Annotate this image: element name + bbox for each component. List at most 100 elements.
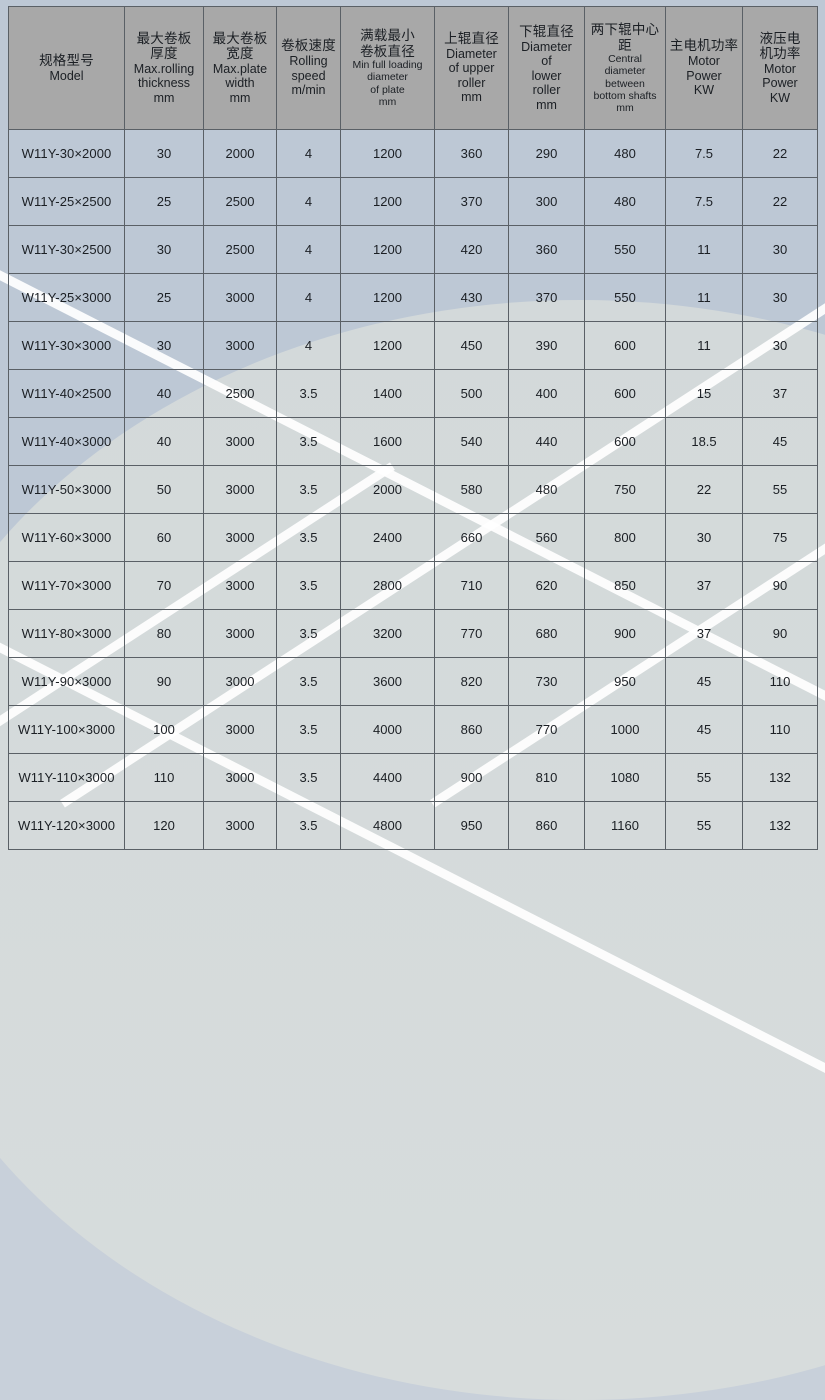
cell-min_diameter: 1200 bbox=[340, 225, 435, 274]
header-en-upper-roller-1: Diameter bbox=[446, 46, 497, 61]
header-en-central-distance-4: bottom shafts bbox=[593, 89, 657, 102]
table-header-row: 规格型号 Model 最大卷板 厚度 Max.rolling thickness… bbox=[8, 6, 818, 130]
cell-motor_power: 11 bbox=[665, 273, 743, 322]
header-unit-max-thickness: mm bbox=[153, 90, 175, 105]
cell-model: W11Y-60×3000 bbox=[8, 513, 125, 562]
cell-max_width: 3000 bbox=[203, 705, 277, 754]
header-en-model: Model bbox=[49, 68, 84, 83]
cell-model: W11Y-30×2500 bbox=[8, 225, 125, 274]
cell-upper_roller: 500 bbox=[434, 369, 509, 418]
cell-model: W11Y-90×3000 bbox=[8, 657, 125, 706]
cell-model: W11Y-110×3000 bbox=[8, 753, 125, 802]
cell-model: W11Y-30×2000 bbox=[8, 129, 125, 178]
header-unit-max-width: mm bbox=[229, 90, 251, 105]
cell-motor_power: 7.5 bbox=[665, 177, 743, 226]
cell-min_diameter: 3600 bbox=[340, 657, 435, 706]
cell-min_diameter: 1200 bbox=[340, 273, 435, 322]
cell-model: W11Y-30×3000 bbox=[8, 321, 125, 370]
cell-upper_roller: 660 bbox=[434, 513, 509, 562]
cell-rolling_speed: 3.5 bbox=[276, 417, 341, 466]
cell-motor_power: 18.5 bbox=[665, 417, 743, 466]
header-cn-max-thickness-2: 厚度 bbox=[150, 46, 178, 62]
cell-hydraulic_power: 30 bbox=[742, 273, 818, 322]
cell-lower_roller: 680 bbox=[508, 609, 585, 658]
cell-lower_roller: 560 bbox=[508, 513, 585, 562]
cell-rolling_speed: 3.5 bbox=[276, 369, 341, 418]
header-en-max-thickness-2: thickness bbox=[137, 76, 191, 91]
cell-rolling_speed: 3.5 bbox=[276, 609, 341, 658]
header-cn-central-distance: 两下辊中心距 bbox=[590, 21, 660, 53]
column-header-upper-roller: 上辊直径 Diameter of upper roller mm bbox=[434, 6, 509, 130]
header-en-motor-power-2: Power bbox=[686, 68, 722, 83]
cell-rolling_speed: 3.5 bbox=[276, 561, 341, 610]
cell-motor_power: 7.5 bbox=[665, 129, 743, 178]
cell-max_thickness: 40 bbox=[124, 417, 204, 466]
cell-central_distance: 600 bbox=[584, 369, 666, 418]
cell-model: W11Y-40×3000 bbox=[8, 417, 125, 466]
table-row: W11Y-25×2500 25 2500 4 1200 370 300 480 7.5 22 bbox=[8, 177, 818, 226]
cell-max_width: 2500 bbox=[203, 369, 277, 418]
table-row: W11Y-120×3000 120 3000 3.5 4800 950 860 1160 55 1… bbox=[8, 801, 818, 850]
cell-min_diameter: 1400 bbox=[340, 369, 435, 418]
cell-upper_roller: 580 bbox=[434, 465, 509, 514]
cell-model: W11Y-120×3000 bbox=[8, 801, 125, 850]
cell-max_width: 2000 bbox=[203, 129, 277, 178]
cell-min_diameter: 1200 bbox=[340, 129, 435, 178]
table-row: W11Y-30×2000 30 2000 4 1200 360 290 480 7.5 22 bbox=[8, 129, 818, 178]
cell-upper_roller: 770 bbox=[434, 609, 509, 658]
table-row: W11Y-70×3000 70 3000 3.5 2800 710 620 850 37 90 bbox=[8, 561, 818, 610]
cell-max_thickness: 30 bbox=[124, 129, 204, 178]
cell-max_width: 3000 bbox=[203, 753, 277, 802]
cell-hydraulic_power: 55 bbox=[742, 465, 818, 514]
cell-central_distance: 850 bbox=[584, 561, 666, 610]
cell-motor_power: 22 bbox=[665, 465, 743, 514]
cell-upper_roller: 860 bbox=[434, 705, 509, 754]
column-header-max-thickness: 最大卷板 厚度 Max.rolling thickness mm bbox=[124, 6, 204, 130]
header-cn-model: 规格型号 bbox=[39, 52, 94, 68]
table-row: W11Y-25×3000 25 3000 4 1200 430 370 550 11 30 bbox=[8, 273, 818, 322]
cell-motor_power: 15 bbox=[665, 369, 743, 418]
cell-max_width: 2500 bbox=[203, 177, 277, 226]
header-unit-hydraulic-power: KW bbox=[769, 90, 791, 105]
column-header-hydraulic-power: 液压电 机功率 Motor Power KW bbox=[742, 6, 818, 130]
cell-lower_roller: 370 bbox=[508, 273, 585, 322]
header-cn-lower-roller: 下辊直径 bbox=[519, 23, 574, 39]
cell-max_width: 3000 bbox=[203, 657, 277, 706]
cell-model: W11Y-25×3000 bbox=[8, 273, 125, 322]
cell-min_diameter: 2000 bbox=[340, 465, 435, 514]
cell-upper_roller: 420 bbox=[434, 225, 509, 274]
cell-central_distance: 800 bbox=[584, 513, 666, 562]
cell-rolling_speed: 3.5 bbox=[276, 801, 341, 850]
cell-min_diameter: 2400 bbox=[340, 513, 435, 562]
cell-model: W11Y-70×3000 bbox=[8, 561, 125, 610]
cell-rolling_speed: 4 bbox=[276, 129, 341, 178]
table-body: W11Y-30×2000 30 2000 4 1200 360 290 480 7.5 22 W11… bbox=[8, 129, 818, 850]
cell-max_thickness: 70 bbox=[124, 561, 204, 610]
cell-rolling_speed: 4 bbox=[276, 321, 341, 370]
cell-lower_roller: 620 bbox=[508, 561, 585, 610]
cell-motor_power: 37 bbox=[665, 561, 743, 610]
header-cn-rolling-speed: 卷板速度 bbox=[281, 38, 336, 54]
header-unit-motor-power: KW bbox=[693, 83, 715, 98]
header-en-min-diameter-3: of plate bbox=[370, 83, 405, 96]
cell-hydraulic_power: 30 bbox=[742, 225, 818, 274]
header-en-lower-roller-3: lower bbox=[531, 68, 562, 83]
cell-motor_power: 11 bbox=[665, 225, 743, 274]
cell-max_thickness: 110 bbox=[124, 753, 204, 802]
cell-central_distance: 750 bbox=[584, 465, 666, 514]
cell-hydraulic_power: 22 bbox=[742, 129, 818, 178]
column-header-max-width: 最大卷板 宽度 Max.plate width mm bbox=[203, 6, 277, 130]
cell-lower_roller: 390 bbox=[508, 321, 585, 370]
cell-rolling_speed: 4 bbox=[276, 273, 341, 322]
cell-max_thickness: 40 bbox=[124, 369, 204, 418]
cell-hydraulic_power: 90 bbox=[742, 609, 818, 658]
cell-central_distance: 480 bbox=[584, 177, 666, 226]
cell-hydraulic_power: 132 bbox=[742, 753, 818, 802]
cell-max_thickness: 120 bbox=[124, 801, 204, 850]
cell-max_width: 3000 bbox=[203, 513, 277, 562]
header-cn-max-width-2: 宽度 bbox=[226, 46, 254, 62]
header-unit-lower-roller: mm bbox=[536, 97, 557, 112]
header-en-min-diameter-1: Min full loading bbox=[352, 59, 423, 72]
cell-motor_power: 37 bbox=[665, 609, 743, 658]
cell-motor_power: 30 bbox=[665, 513, 743, 562]
